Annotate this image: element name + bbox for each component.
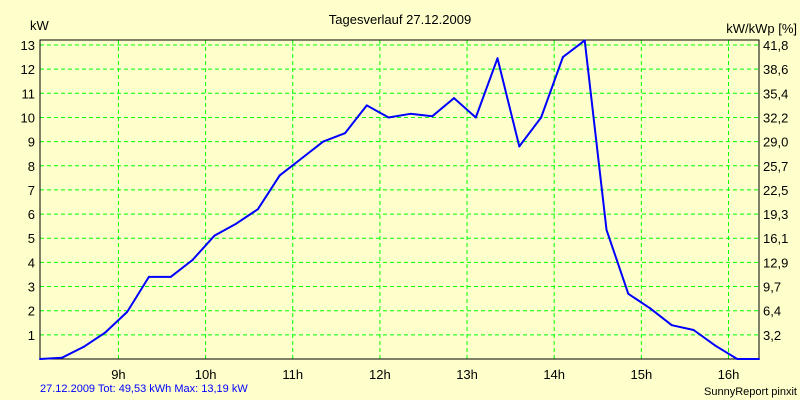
y-right-tick-label: 12,9 xyxy=(763,255,788,270)
y-right-tick-label: 19,3 xyxy=(763,207,788,222)
y-right-tick-label: 22,5 xyxy=(763,183,788,198)
y-tick-label: 8 xyxy=(28,159,35,174)
y-right-tick-label: 38,6 xyxy=(763,62,788,77)
data-point xyxy=(627,292,630,295)
data-point xyxy=(758,358,760,360)
y-right-tick-label: 9,7 xyxy=(763,280,781,295)
data-point xyxy=(540,116,543,119)
summary-text: 27.12.2009 Tot: 49,53 kWh Max: 13,19 kW xyxy=(40,383,248,395)
y-right-tick-label: 6,4 xyxy=(763,304,781,319)
data-point xyxy=(736,358,739,360)
x-tick-label: 11h xyxy=(282,367,303,382)
y-axis-right-label: kW/kWp [%] xyxy=(726,21,797,36)
data-point xyxy=(387,116,390,119)
data-point xyxy=(714,344,717,347)
chart-title: Tagesverlauf 27.12.2009 xyxy=(329,12,471,27)
data-point xyxy=(82,345,85,348)
y-tick-label: 10 xyxy=(21,110,35,125)
data-point xyxy=(169,275,172,278)
x-tick-label: 14h xyxy=(543,367,565,382)
series-line-kw xyxy=(39,39,759,360)
y-right-tick-label: 41,8 xyxy=(763,38,788,53)
x-tick-label: 12h xyxy=(369,367,391,382)
data-point xyxy=(692,329,695,332)
y-tick-label: 13 xyxy=(21,38,35,53)
plot-frame xyxy=(39,39,760,360)
data-point xyxy=(649,307,652,310)
data-point xyxy=(147,275,150,278)
y-tick-label: 3 xyxy=(28,280,35,295)
data-point xyxy=(670,324,673,327)
data-point xyxy=(344,132,347,135)
x-tick-label: 16h xyxy=(718,367,740,382)
data-point xyxy=(561,56,564,59)
x-tick-label: 15h xyxy=(630,367,652,382)
data-point xyxy=(452,97,455,100)
data-point xyxy=(235,222,238,225)
data-point xyxy=(605,228,608,231)
data-point xyxy=(300,157,303,160)
y-axis-label: kW xyxy=(30,18,50,33)
data-point xyxy=(496,57,499,60)
data-point xyxy=(256,208,259,211)
data-point xyxy=(583,39,586,42)
y-right-tick-label: 32,2 xyxy=(763,110,788,125)
data-point xyxy=(409,112,412,115)
y-tick-label: 5 xyxy=(28,231,35,246)
data-point xyxy=(39,358,41,360)
y-right-tick-label: 35,4 xyxy=(763,86,788,101)
data-point xyxy=(474,116,477,119)
data-point xyxy=(126,310,129,313)
credit-text: SunnyReport pinxit xyxy=(704,386,797,398)
y-right-tick-label: 3,2 xyxy=(763,328,781,343)
data-point xyxy=(322,140,325,143)
y-right-tick-label: 29,0 xyxy=(763,135,788,150)
y-tick-label: 9 xyxy=(28,135,35,150)
x-tick-label: 9h xyxy=(111,367,125,382)
data-point xyxy=(104,331,107,334)
y-tick-label: 1 xyxy=(28,328,35,343)
y-tick-label: 6 xyxy=(28,207,35,222)
y-right-tick-label: 25,7 xyxy=(763,159,788,174)
y-tick-label: 4 xyxy=(28,255,35,270)
y-tick-label: 2 xyxy=(28,304,35,319)
y-tick-label: 7 xyxy=(28,183,35,198)
data-point xyxy=(191,258,194,261)
y-right-tick-label: 16,1 xyxy=(763,231,788,246)
y-tick-label: 11 xyxy=(22,86,36,101)
data-point xyxy=(278,174,281,177)
x-tick-label: 13h xyxy=(456,367,478,382)
data-point xyxy=(213,234,216,237)
data-point xyxy=(518,145,521,148)
x-tick-label: 10h xyxy=(195,367,217,382)
y-tick-label: 12 xyxy=(21,62,35,77)
data-point xyxy=(431,115,434,118)
data-point xyxy=(60,356,63,359)
data-point xyxy=(365,104,368,107)
